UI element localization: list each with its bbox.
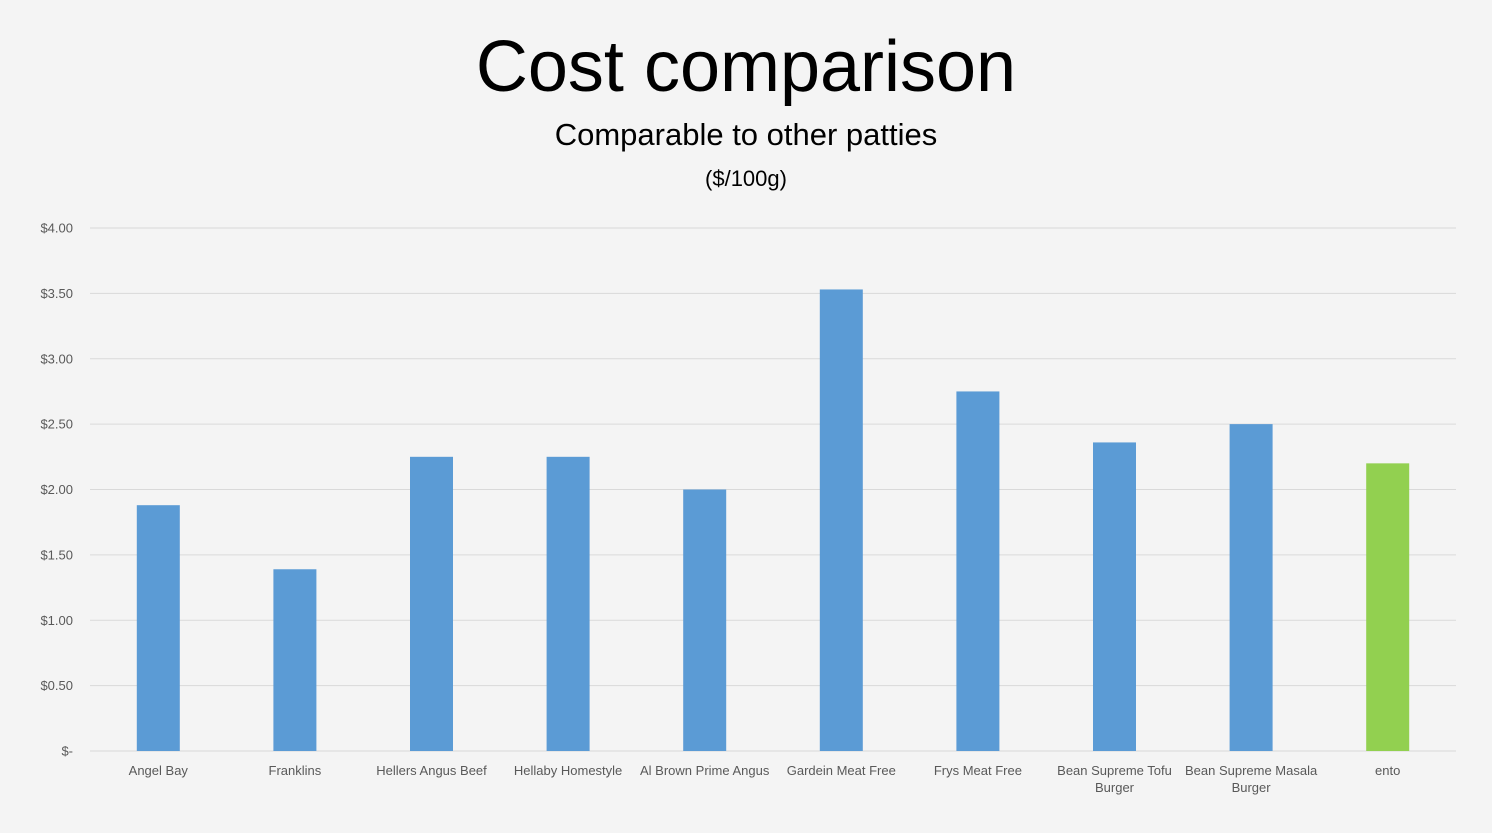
y-tick-label: $3.00: [40, 351, 73, 366]
y-tick-label: $1.00: [40, 613, 73, 628]
bar-bean-supreme-masala-burger: [1229, 424, 1273, 751]
x-tick-label: Hellers Angus Beef: [376, 763, 487, 778]
bar-bean-supreme-tofu-burger: [1093, 442, 1136, 751]
x-tick-label: Hellaby Homestyle: [514, 763, 622, 778]
y-tick-label: $0.50: [40, 678, 73, 693]
bar-frys-meat-free: [956, 391, 1000, 751]
x-tick-label: Frys Meat Free: [934, 763, 1022, 778]
x-tick-label: Bean Supreme Tofu Burger: [1057, 763, 1172, 795]
x-tick-label: Angel Bay: [129, 763, 189, 778]
page-subtitle: Comparable to other patties: [554, 117, 938, 152]
x-tick-label: ento: [1375, 763, 1400, 778]
bar-ento: [1366, 463, 1410, 751]
x-tick-label: Franklins: [269, 763, 322, 778]
x-tick-label: Al Brown Prime Angus: [640, 763, 770, 778]
y-tick-label: $2.00: [40, 482, 73, 497]
x-tick-label: Gardein Meat Free: [787, 763, 896, 778]
bar-franklins: [273, 569, 317, 751]
x-tick-label: Bean Supreme Masala Burger: [1185, 763, 1318, 795]
bar-hellaby-homestyle: [546, 456, 590, 751]
page-title: Cost comparison: [475, 27, 1017, 107]
bar-angel-bay: [136, 505, 180, 751]
bar-al-brown-prime-angus: [683, 489, 727, 751]
unit-label: ($/100g): [705, 166, 787, 191]
bar-gardein-meat-free: [819, 289, 863, 751]
y-tick-label: $2.50: [40, 417, 73, 432]
y-tick-label: $-: [61, 744, 73, 759]
y-tick-label: $4.00: [40, 221, 73, 236]
y-tick-label: $1.50: [40, 547, 73, 562]
y-tick-label: $3.50: [40, 286, 73, 301]
bar-hellers-angus-beef: [410, 456, 453, 751]
